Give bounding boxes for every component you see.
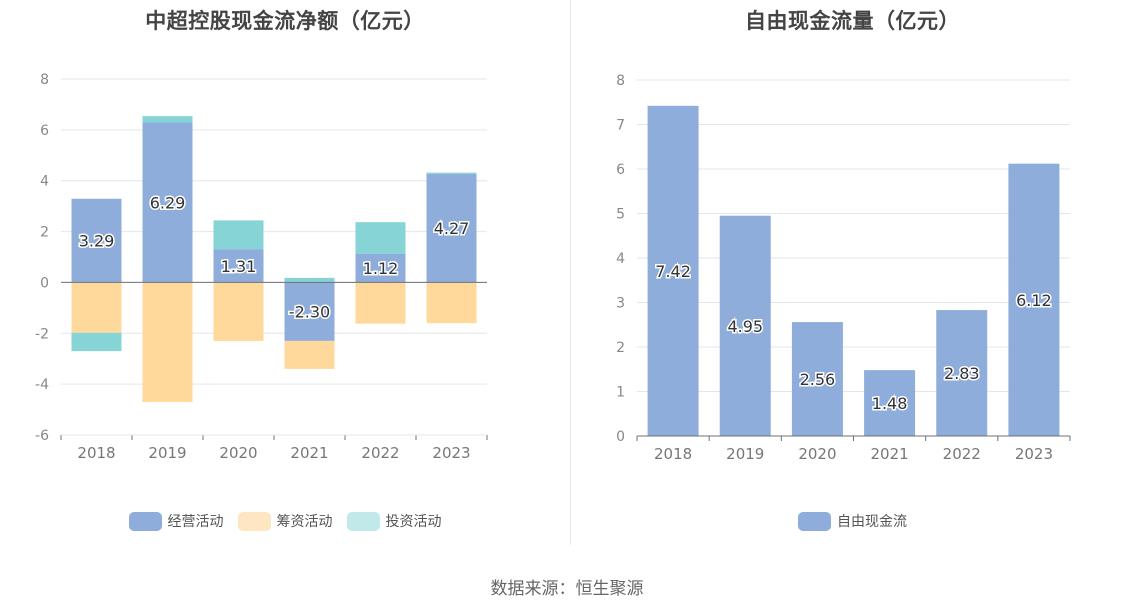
bar-投资活动-2019 <box>142 116 193 123</box>
y-tick-label: -2 <box>35 326 49 342</box>
data-label: 2.83 <box>944 364 980 383</box>
y-tick-label: -4 <box>35 377 49 393</box>
bar-自由现金流-2019 <box>719 215 771 436</box>
legend-item[interactable]: 投资活动 <box>346 511 442 531</box>
bar-经营活动-2018 <box>71 198 122 283</box>
bar-自由现金流-2022 <box>936 310 988 436</box>
cash-flow-chart: -6 -4 -2 0 2 4 6 8 2018 2019 2020 2021 2022 2023 3.29 6… <box>35 72 488 462</box>
legend-label: 筹资活动 <box>276 514 333 530</box>
bar-筹资活动-2023 <box>426 282 477 324</box>
chart-title: 自由现金流量（亿元） <box>745 9 960 33</box>
bar-投资活动-2021 <box>284 277 335 283</box>
data-label: 3.29 <box>79 232 115 251</box>
bar-投资活动-2020 <box>213 220 264 250</box>
x-tick-label: 2022 <box>943 445 981 463</box>
x-tick-label: 2020 <box>219 444 257 462</box>
data-label: 4.95 <box>727 317 763 336</box>
bar-筹资活动-2020 <box>213 282 264 341</box>
x-tick-label: 2022 <box>361 444 399 462</box>
y-tick-label: 6 <box>616 162 625 178</box>
legend-item[interactable]: 经营活动 <box>128 511 224 531</box>
bar-筹资活动-2021 <box>284 340 335 369</box>
bar-自由现金流-2023 <box>1008 163 1060 436</box>
legend-swatch <box>237 511 271 531</box>
data-label: 2.56 <box>800 370 836 389</box>
legend-swatch <box>798 511 831 531</box>
data-label: 4.27 <box>434 219 470 238</box>
bar-经营活动-2020 <box>213 249 264 283</box>
bar-经营活动-2019 <box>142 122 193 283</box>
y-tick-label: 4 <box>40 174 49 190</box>
chart-title: 中超控股现金流净额（亿元） <box>145 9 425 33</box>
y-tick-label: 2 <box>616 340 625 356</box>
data-label: 7.42 <box>655 262 691 281</box>
y-tick-label: 5 <box>616 207 625 223</box>
x-tick-label: 2019 <box>148 444 186 462</box>
y-tick-label: 7 <box>616 118 625 134</box>
y-tick-label: 0 <box>40 275 49 291</box>
legend-label: 自由现金流 <box>837 514 907 530</box>
bar-筹资活动-2019 <box>142 282 193 402</box>
bar-投资活动-2018 <box>71 332 122 352</box>
data-label: 6.12 <box>1016 291 1052 310</box>
bar-筹资活动-2022 <box>355 282 406 324</box>
y-tick-label: -6 <box>35 428 49 444</box>
x-tick-label: 2020 <box>798 445 836 463</box>
y-tick-label: 8 <box>40 72 49 88</box>
y-tick-label: 0 <box>616 429 625 445</box>
chart-legend: 经营活动 筹资活动 投资活动 <box>0 511 570 531</box>
y-tick-label: 6 <box>40 123 49 139</box>
bar-经营活动-2022 <box>355 253 406 283</box>
x-tick-label: 2021 <box>290 444 328 462</box>
legend-item[interactable]: 筹资活动 <box>237 511 333 531</box>
y-tick-label: 4 <box>616 251 625 267</box>
y-tick-label: 2 <box>40 225 49 241</box>
legend-item[interactable]: 自由现金流 <box>798 511 907 531</box>
data-source-note: 数据来源：恒生聚源 <box>490 579 644 599</box>
x-tick-label: 2018 <box>654 445 692 463</box>
legend-swatch <box>128 511 162 531</box>
bar-自由现金流-2018 <box>647 105 699 436</box>
chart-legend: 自由现金流 <box>571 511 1134 531</box>
legend-label: 经营活动 <box>167 514 224 530</box>
bar-投资活动-2023 <box>426 172 477 174</box>
data-label: 1.48 <box>872 394 908 413</box>
x-tick-label: 2023 <box>1015 445 1053 463</box>
x-tick-label: 2019 <box>726 445 764 463</box>
y-tick-label: 1 <box>616 385 625 401</box>
data-label: 6.29 <box>150 193 186 212</box>
bar-经营活动-2023 <box>426 173 477 283</box>
bar-自由现金流-2020 <box>791 322 843 436</box>
bar-筹资活动-2018 <box>71 282 122 333</box>
y-tick-label: 8 <box>616 73 625 89</box>
data-label: 1.31 <box>221 257 257 276</box>
bar-投资活动-2022 <box>355 222 406 254</box>
data-label: 1.12 <box>363 259 399 278</box>
cash-flow-chart-panel: 中超控股现金流净额（亿元） -6 -4 -2 0 2 4 6 8 2018 2019 2020 202… <box>0 0 570 545</box>
x-tick-label: 2021 <box>870 445 908 463</box>
free-cash-flow-chart: 0 1 2 3 4 5 6 7 8 2018 2019 2020 2021 2022 2023 7.42 4.9… <box>616 73 1071 463</box>
panel-divider <box>570 0 571 545</box>
x-tick-label: 2018 <box>77 444 115 462</box>
data-label: -2.30 <box>289 303 330 322</box>
free-cash-flow-chart-panel: 自由现金流量（亿元） 0 1 2 3 4 5 6 7 8 2018 2019 2020 2021 2022… <box>571 0 1134 545</box>
y-tick-label: 3 <box>616 296 625 312</box>
bar-经营活动-2021 <box>284 282 335 341</box>
legend-swatch <box>346 511 380 531</box>
bar-自由现金流-2021 <box>864 370 916 436</box>
legend-label: 投资活动 <box>385 514 442 530</box>
x-tick-label: 2023 <box>432 444 470 462</box>
